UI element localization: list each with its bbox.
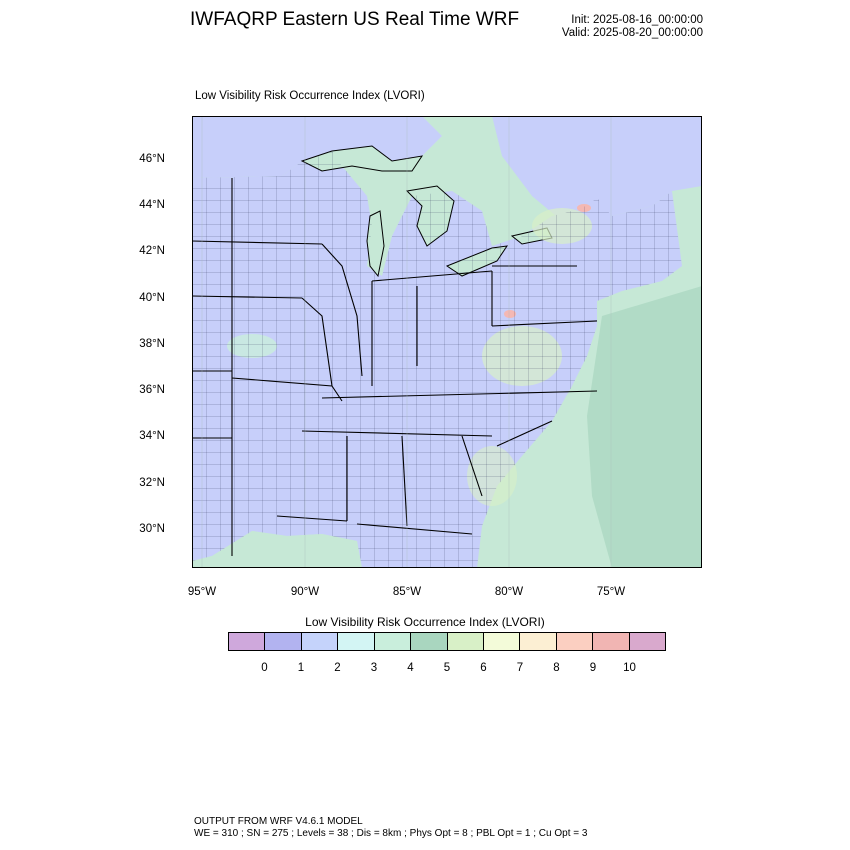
- lon-label: 90°W: [290, 586, 320, 598]
- colorbar-bin: [629, 633, 666, 650]
- colorbar-bin: [556, 633, 594, 650]
- state-boundaries: [192, 178, 598, 556]
- colorbar-bin: [229, 633, 266, 650]
- map-subtitle: Low Visibility Risk Occurrence Index (LV…: [195, 90, 425, 102]
- county-lines: [192, 151, 682, 568]
- colorbar: [228, 632, 666, 651]
- valid-time: Valid: 2025-08-20_00:00:00: [561, 27, 703, 39]
- colorbar-label: 1: [297, 662, 305, 674]
- lat-label: 34°N: [139, 430, 165, 442]
- page-title: IWFAQRP Eastern US Real Time WRF: [190, 9, 520, 30]
- lon-label: 95°W: [187, 586, 217, 598]
- colorbar-label: 2: [334, 662, 341, 674]
- canada-east: [492, 116, 702, 226]
- colorbar-title: Low Visibility Risk Occurrence Index (LV…: [305, 615, 545, 629]
- colorbar-label: 5: [443, 662, 451, 674]
- colorbar-bin: [374, 633, 412, 650]
- init-time: Init: 2025-08-16_00:00:00: [571, 14, 703, 26]
- lon-label: 75°W: [596, 586, 626, 598]
- map-frame: [192, 116, 702, 568]
- colorbar-label: 8: [553, 662, 560, 674]
- colorbar-label: 4: [407, 662, 414, 674]
- colorbar-label: 10: [623, 662, 636, 674]
- colorbar-bin: [301, 633, 339, 650]
- lon-label: 85°W: [392, 586, 422, 598]
- colorbar-bin: [338, 633, 375, 650]
- colorbar-bin: [411, 633, 448, 650]
- graticule: [201, 116, 612, 568]
- colorbar-label: 3: [370, 662, 378, 674]
- colorbar-bin: [483, 633, 521, 650]
- colorbar-label: 0: [261, 662, 268, 674]
- lat-label: 46°N: [139, 153, 165, 165]
- lon-label: 80°W: [494, 586, 524, 598]
- lat-label: 36°N: [139, 384, 165, 396]
- lat-label: 40°N: [139, 292, 165, 304]
- lat-label: 42°N: [139, 245, 165, 257]
- colorbar-bin: [447, 633, 484, 650]
- footer-config: WE = 310 ; SN = 275 ; Levels = 38 ; Dis …: [194, 828, 588, 839]
- colorbar-label: 6: [480, 662, 487, 674]
- colorbar-label: 9: [589, 662, 597, 674]
- canada-land: [192, 116, 442, 178]
- lat-label: 32°N: [139, 477, 165, 489]
- lat-label: 30°N: [139, 523, 165, 535]
- footer-model: OUTPUT FROM WRF V4.6.1 MODEL: [194, 816, 363, 827]
- lat-label: 44°N: [139, 199, 165, 211]
- colorbar-label: 7: [516, 662, 524, 674]
- lat-label: 38°N: [139, 338, 165, 350]
- lvori-map: [192, 116, 702, 568]
- colorbar-bin: [593, 633, 630, 650]
- colorbar-bin: [265, 633, 302, 650]
- ocean-shade: [587, 286, 702, 568]
- colorbar-bin: [520, 633, 557, 650]
- gulf-of-mexico: [192, 531, 362, 568]
